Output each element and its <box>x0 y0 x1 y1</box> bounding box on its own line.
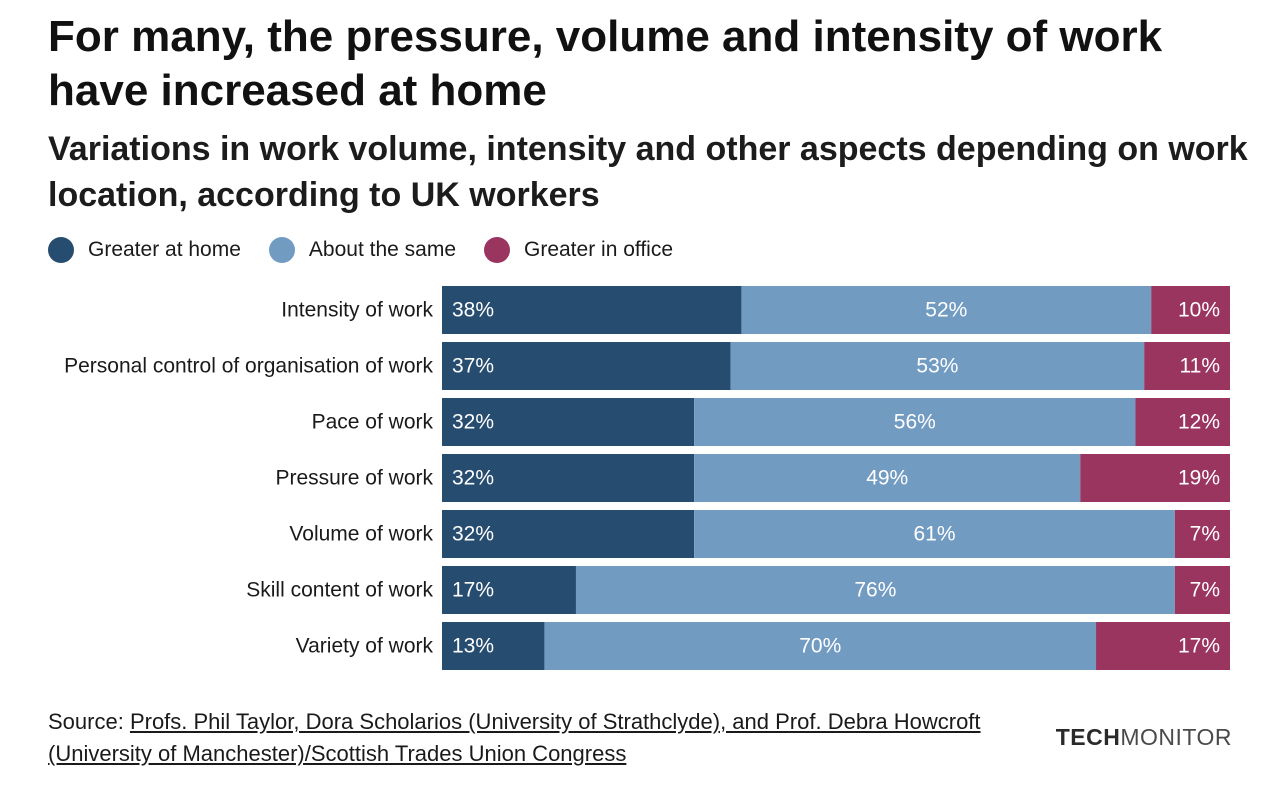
bar-about-the-same-skill-content-of-work <box>575 566 1175 614</box>
data-label-greater-in-office-skill-content-of-work: 7% <box>1190 579 1220 602</box>
bar-about-the-same-volume-of-work <box>694 510 1175 558</box>
category-label-intensity-of-work: Intensity of work <box>281 299 433 322</box>
data-label-greater-in-office-personal-control-of-organisation-of-work: 11% <box>1180 355 1220 378</box>
legend-label: Greater at home <box>88 238 241 261</box>
legend-swatch-greater-in-office <box>484 237 510 263</box>
data-label-greater-in-office-pace-of-work: 12% <box>1178 411 1220 434</box>
bar-greater-in-office-pace-of-work <box>1135 398 1230 446</box>
data-label-greater-at-home-skill-content-of-work: 17% <box>452 579 494 602</box>
bar-greater-at-home-skill-content-of-work <box>442 566 576 614</box>
bar-greater-in-office-skill-content-of-work <box>1174 566 1230 614</box>
source-link[interactable]: Profs. Phil Taylor, Dora Scholarios (Uni… <box>48 709 981 766</box>
bar-greater-at-home-intensity-of-work <box>442 286 742 334</box>
source-prefix: Source: <box>48 709 130 734</box>
category-label-volume-of-work: Volume of work <box>289 523 433 546</box>
data-label-about-the-same-pace-of-work: 56% <box>894 411 936 434</box>
source-note: Source: Profs. Phil Taylor, Dora Scholar… <box>48 706 1048 770</box>
data-label-about-the-same-intensity-of-work: 52% <box>925 299 967 322</box>
category-label-skill-content-of-work: Skill content of work <box>246 579 433 602</box>
data-label-about-the-same-volume-of-work: 61% <box>913 523 955 546</box>
category-label-pressure-of-work: Pressure of work <box>275 467 433 490</box>
data-label-greater-in-office-variety-of-work: 17% <box>1178 635 1220 658</box>
data-label-greater-at-home-personal-control-of-organisation-of-work: 37% <box>452 355 494 378</box>
bar-greater-in-office-pressure-of-work <box>1080 454 1230 502</box>
category-label-pace-of-work: Pace of work <box>312 411 434 434</box>
data-label-greater-at-home-variety-of-work: 13% <box>452 635 494 658</box>
legend-label: About the same <box>308 238 456 261</box>
stacked-bar-chart: Intensity of work 38% 52% 10% Personal contr… <box>64 286 1230 670</box>
data-label-greater-at-home-volume-of-work: 32% <box>452 523 494 546</box>
bar-about-the-same-personal-control-of-organisation-of-work <box>730 342 1145 390</box>
data-label-greater-at-home-pressure-of-work: 32% <box>452 467 494 490</box>
bar-greater-at-home-pressure-of-work <box>442 454 695 502</box>
category-label-variety-of-work: Variety of work <box>296 635 434 658</box>
legend-item-greater-in-office: Greater in office <box>484 237 673 263</box>
bar-greater-in-office-volume-of-work <box>1174 510 1230 558</box>
legend-item-greater-at-home: Greater at home <box>48 237 241 263</box>
data-label-greater-at-home-intensity-of-work: 38% <box>452 299 494 322</box>
bar-about-the-same-pace-of-work <box>694 398 1136 446</box>
data-label-about-the-same-personal-control-of-organisation-of-work: 53% <box>916 355 958 378</box>
data-label-greater-in-office-pressure-of-work: 19% <box>1178 467 1220 490</box>
data-label-about-the-same-skill-content-of-work: 76% <box>854 579 896 602</box>
legend-swatch-about-the-same <box>268 237 295 263</box>
bar-about-the-same-pressure-of-work <box>694 454 1081 502</box>
bar-about-the-same-intensity-of-work <box>741 286 1152 334</box>
data-label-greater-in-office-intensity-of-work: 10% <box>1178 299 1220 322</box>
bar-greater-at-home-variety-of-work <box>442 622 545 670</box>
bar-greater-in-office-variety-of-work <box>1096 622 1230 670</box>
chart-subtitle: Variations in work volume, intensity and… <box>48 130 1248 214</box>
bar-greater-in-office-intensity-of-work <box>1151 286 1230 334</box>
bar-greater-at-home-volume-of-work <box>442 510 695 558</box>
brand-logo-monitor: MONITOR <box>1120 724 1232 750</box>
bar-about-the-same-variety-of-work <box>544 622 1097 670</box>
data-label-about-the-same-variety-of-work: 70% <box>799 635 841 658</box>
legend-label: Greater in office <box>524 238 674 261</box>
data-label-about-the-same-pressure-of-work: 49% <box>866 467 908 490</box>
category-label-personal-control-of-organisation-of-work: Personal control of organisation of work <box>64 355 433 378</box>
bar-greater-at-home-personal-control-of-organisation-of-work <box>442 342 731 390</box>
legend-item-about-the-same: About the same <box>268 237 456 263</box>
bar-greater-in-office-personal-control-of-organisation-of-work <box>1144 342 1230 390</box>
legend: Greater at home About the same Greater i… <box>48 234 701 266</box>
brand-logo: TECHMONITOR <box>1056 724 1232 751</box>
data-label-greater-in-office-volume-of-work: 7% <box>1190 523 1220 546</box>
bar-greater-at-home-pace-of-work <box>442 398 695 446</box>
chart-title: For many, the pressure, volume and inten… <box>48 12 1163 115</box>
legend-swatch-greater-at-home <box>48 237 74 263</box>
data-label-greater-at-home-pace-of-work: 32% <box>452 411 494 434</box>
brand-logo-tech: TECH <box>1055 724 1121 750</box>
